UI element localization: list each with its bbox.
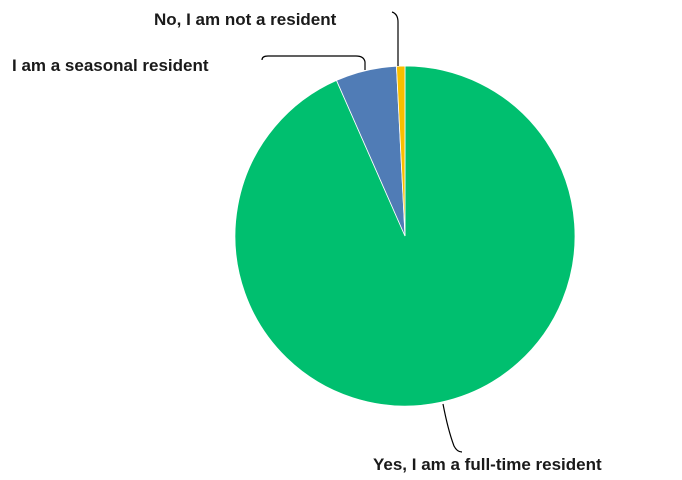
leader-line-full-time-resident	[442, 403, 463, 453]
slice-label-not-resident: No, I am not a resident	[154, 10, 337, 29]
leader-lines	[261, 11, 463, 453]
slice-label-seasonal-resident: I am a seasonal resident	[12, 56, 209, 75]
pie-slice-not-resident	[396, 65, 406, 237]
leader-line-seasonal-resident	[261, 55, 366, 70]
slice-label-full-time-resident: Yes, I am a full-time resident	[373, 455, 602, 474]
pie-slices	[234, 65, 576, 407]
leader-line-not-resident	[391, 11, 399, 66]
